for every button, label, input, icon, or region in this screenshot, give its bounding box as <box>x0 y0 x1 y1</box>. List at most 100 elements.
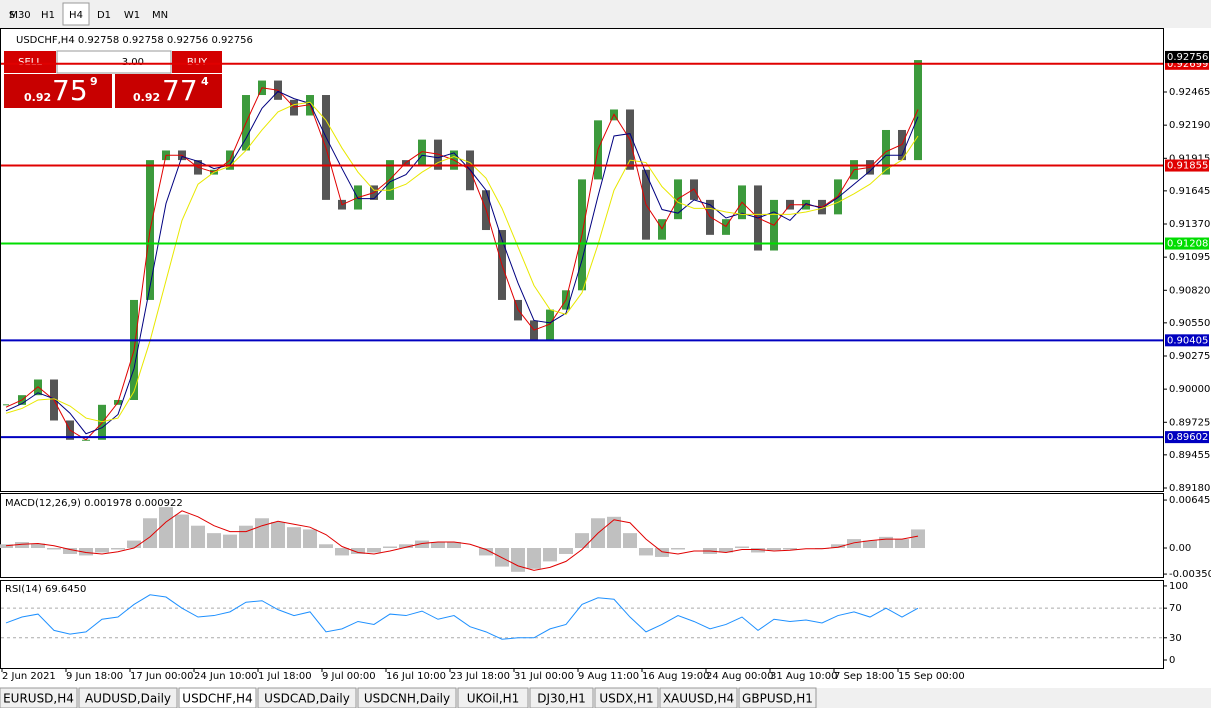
candle <box>434 139 442 170</box>
timeframe-button[interactable]: H4 <box>69 10 83 21</box>
level-label: 0.92699 <box>1167 59 1208 70</box>
macd-bar <box>287 527 301 549</box>
buy-label: BUY <box>187 57 208 68</box>
macd-bar <box>95 548 109 553</box>
macd-bar <box>895 539 909 549</box>
rsi-panel <box>0 580 1164 669</box>
ask-box[interactable] <box>115 74 222 108</box>
candle <box>546 309 554 340</box>
level-label: 0.89602 <box>1167 432 1208 443</box>
macd-bar <box>303 529 317 549</box>
x-tick-label: 31 Aug 10:00 <box>770 671 837 682</box>
sell-button[interactable] <box>4 51 56 73</box>
x-tick-label: 9 Aug 11:00 <box>578 671 639 682</box>
symbol-tab-label: USDX,H1 <box>599 692 653 706</box>
ask-big: 77 <box>162 74 198 107</box>
symbol-tab[interactable] <box>257 687 357 708</box>
macd-bar <box>655 548 669 557</box>
candle <box>898 129 906 161</box>
y-tick-label: -0.003507 <box>1169 569 1211 580</box>
x-tick-label: 15 Sep 00:00 <box>898 671 965 682</box>
symbol-tab-label: DJ30,H1 <box>537 692 586 706</box>
macd-bar <box>671 548 685 550</box>
macd-bar <box>751 548 765 553</box>
bid-box[interactable] <box>4 74 112 108</box>
timeframe-active <box>62 2 90 26</box>
x-tick-label: 9 Jul 00:00 <box>322 671 376 682</box>
x-tick-label: 7 Sep 18:00 <box>834 671 894 682</box>
symbol-tab-label: XAUUSD,H4 <box>663 692 734 706</box>
symbol-tab[interactable] <box>594 687 659 708</box>
symbol-tab-label: EURUSD,H4 <box>3 692 74 706</box>
macd-bar <box>63 548 77 554</box>
toolbar <box>0 0 1211 28</box>
bid-small: 9 <box>90 75 98 88</box>
macd-bar <box>607 516 621 549</box>
macd-bar <box>863 540 877 549</box>
symbol-tab-label: GBPUSD,H1 <box>742 692 813 706</box>
current-price-label: 0.92756 <box>1167 52 1208 63</box>
macd-bar <box>543 548 557 562</box>
buy-button[interactable] <box>172 51 222 73</box>
symbol-tab[interactable] <box>357 687 457 708</box>
timeframe-button[interactable]: MN <box>152 10 168 21</box>
symbol-tab[interactable] <box>659 687 738 708</box>
ask-small: 4 <box>201 75 209 88</box>
symbol-tab[interactable] <box>457 687 529 708</box>
symbol-tab-label: USDCHF,H4 <box>182 692 252 706</box>
macd-bar <box>479 548 493 556</box>
y-tick-label: 30 <box>1169 633 1182 644</box>
y-tick-label: 0.92465 <box>1169 87 1210 98</box>
macd-bar <box>847 539 861 549</box>
timeframe-button[interactable]: M30 <box>9 10 30 21</box>
symbol-tab[interactable] <box>738 687 817 708</box>
lot-input[interactable] <box>56 50 172 74</box>
lot-value: 3.00 <box>122 57 144 68</box>
bid-big: 75 <box>52 74 88 107</box>
macd-bar <box>911 529 925 549</box>
y-tick-label: 0.89725 <box>1169 417 1210 428</box>
ask-prefix: 0.92 <box>133 91 160 104</box>
symbol-tab[interactable] <box>78 687 178 708</box>
y-tick-label: 70 <box>1169 603 1182 614</box>
macd-bar <box>575 533 589 549</box>
bid-prefix: 0.92 <box>24 91 51 104</box>
y-tick-label: 0.89455 <box>1169 450 1210 461</box>
macd-bar <box>383 546 397 549</box>
level-label-box <box>1165 334 1209 347</box>
macd-bar <box>191 525 205 549</box>
candle <box>722 219 730 235</box>
macd-bar <box>335 548 349 556</box>
x-tick-label: 24 Aug 00:00 <box>706 671 773 682</box>
timeframe-button[interactable]: W1 <box>124 10 140 21</box>
macd-bar <box>111 548 125 550</box>
main-panel <box>0 28 1164 492</box>
macd-panel <box>0 493 1164 578</box>
timeframe-button[interactable]: S <box>9 10 15 21</box>
macd-label: MACD(12,26,9) 0.001978 0.000922 <box>5 498 183 509</box>
y-tick-label: 0.91095 <box>1169 252 1210 263</box>
timeframe-button[interactable]: H1 <box>41 10 55 21</box>
symbol-tab[interactable] <box>178 687 257 708</box>
macd-bar <box>879 536 893 549</box>
level-label-box <box>1165 159 1209 172</box>
macd-bar <box>527 548 541 569</box>
macd-bar <box>735 546 749 549</box>
macd-bar <box>415 540 429 549</box>
macd-bar <box>719 548 733 553</box>
sell-label: SELL <box>18 57 42 68</box>
macd-bar <box>79 548 93 556</box>
macd-bar <box>175 514 189 549</box>
y-tick-label: 0.90275 <box>1169 351 1210 362</box>
macd-bar <box>31 543 45 549</box>
level-label: 0.91208 <box>1167 239 1208 250</box>
symbol-tab[interactable] <box>529 687 594 708</box>
level-label-box <box>1165 431 1209 444</box>
macd-bar <box>223 534 237 549</box>
timeframe-button[interactable]: D1 <box>97 10 111 21</box>
trade-panel: SELL 3.00 BUY 0.92 75 9 0.92 77 4 <box>4 50 222 108</box>
y-tick-label: 0.90550 <box>1169 318 1210 329</box>
symbol-tab[interactable] <box>0 687 78 708</box>
y-tick-label: 0.91370 <box>1169 219 1210 230</box>
y-tick-label: 0.91915 <box>1169 153 1210 164</box>
